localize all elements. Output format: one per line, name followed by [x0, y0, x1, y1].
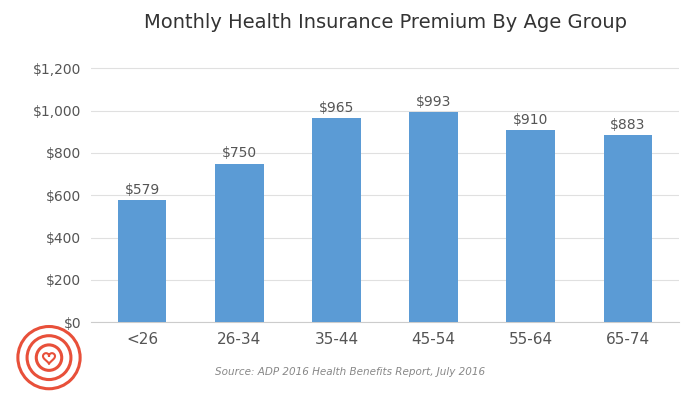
Text: $910: $910 [513, 112, 549, 127]
Text: $750: $750 [222, 146, 257, 160]
Bar [410, 112, 458, 322]
Text: $965: $965 [318, 101, 354, 115]
Text: $883: $883 [610, 118, 645, 132]
Bar [507, 130, 555, 322]
Text: Source: ADP 2016 Health Benefits Report, July 2016: Source: ADP 2016 Health Benefits Report,… [215, 367, 485, 377]
Title: Monthly Health Insurance Premium By Age Group: Monthly Health Insurance Premium By Age … [144, 13, 626, 32]
Text: $579: $579 [125, 183, 160, 196]
Bar [118, 200, 167, 322]
Bar [603, 136, 652, 322]
Text: $993: $993 [416, 95, 452, 109]
Bar [312, 118, 360, 322]
Bar [215, 163, 263, 322]
